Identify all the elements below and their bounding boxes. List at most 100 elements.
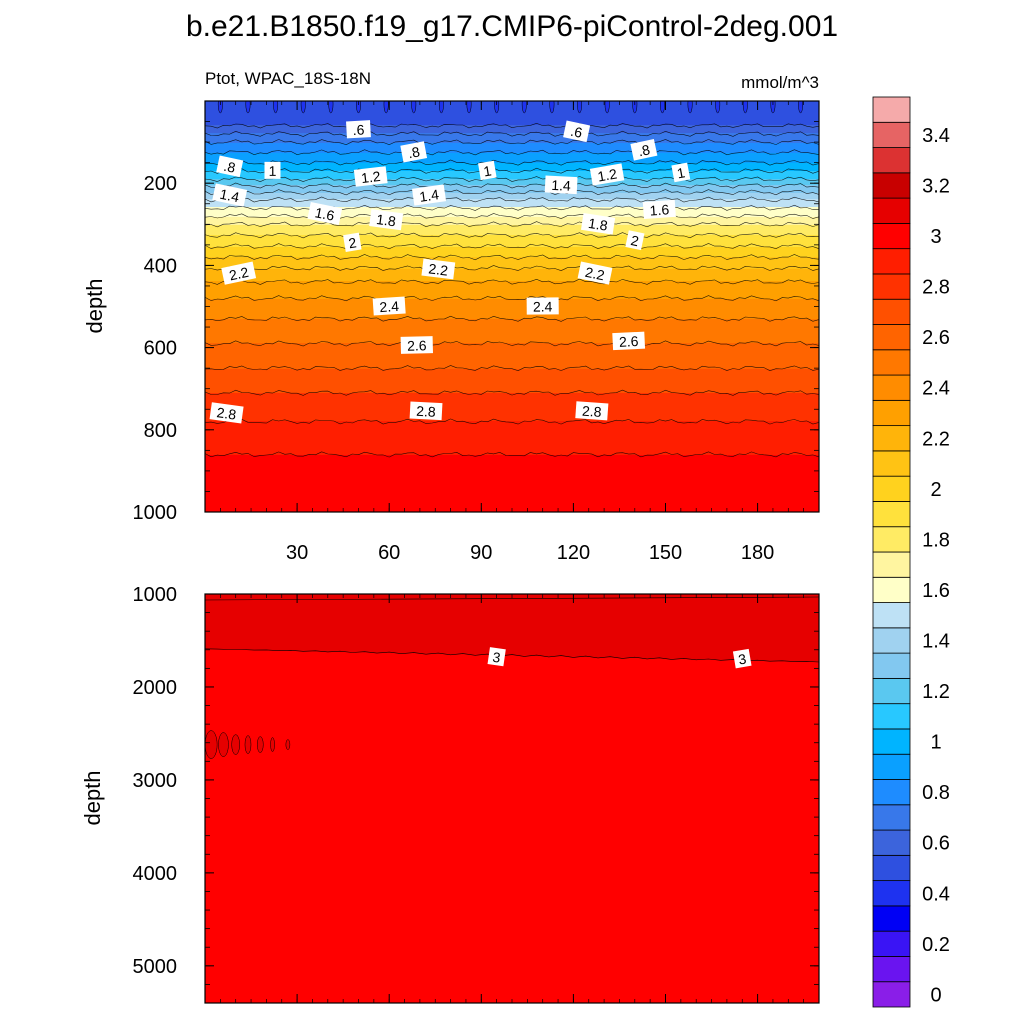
upper-contour-label-text: .6 bbox=[569, 123, 584, 141]
upper-fill-band bbox=[205, 353, 819, 356]
upper-fill-band bbox=[205, 257, 819, 260]
upper-fill-band bbox=[205, 399, 819, 402]
upper-contour-label-text: 1.8 bbox=[375, 211, 397, 229]
upper-fill-band bbox=[205, 203, 819, 206]
upper-contour-label: 2.8 bbox=[409, 401, 443, 421]
upper-fill-band bbox=[205, 333, 819, 336]
upper-surface-dip bbox=[438, 101, 444, 114]
upper-contour-label-text: .8 bbox=[637, 141, 652, 159]
upper-fill-band bbox=[205, 497, 819, 500]
upper-contour-line bbox=[205, 149, 819, 156]
upper-fill-band bbox=[205, 457, 819, 460]
upper-fill-band bbox=[205, 337, 819, 340]
lower-contour-fill bbox=[205, 594, 819, 1003]
upper-fill-band bbox=[205, 285, 819, 288]
upper-surface-dip bbox=[356, 101, 361, 114]
upper-fill-band bbox=[205, 173, 819, 176]
upper-contour-label-box bbox=[221, 261, 257, 285]
colorbar-swatch bbox=[872, 753, 911, 780]
upper-fill-band bbox=[205, 435, 819, 438]
upper-fill-band bbox=[205, 291, 819, 294]
upper-contour-label-text: 1 bbox=[676, 164, 687, 181]
upper-fill-band bbox=[205, 467, 819, 470]
upper-fill-band bbox=[205, 299, 819, 302]
upper-fill-band bbox=[205, 345, 819, 348]
upper-contour-label: 2 bbox=[343, 232, 362, 252]
upper-contour-label: 1.8 bbox=[369, 209, 404, 231]
upper-fill-band bbox=[205, 335, 819, 338]
upper-contour-label-box bbox=[216, 155, 244, 178]
upper-contour-label-box bbox=[526, 297, 559, 315]
colorbar-swatch bbox=[872, 425, 911, 452]
upper-fill-band bbox=[205, 211, 819, 214]
upper-fill-band bbox=[205, 329, 819, 332]
upper-contour-label-text: 1.8 bbox=[587, 215, 609, 234]
colorbar-swatch bbox=[872, 779, 911, 806]
upper-surface-dip bbox=[273, 101, 279, 114]
upper-fill-band bbox=[205, 247, 819, 250]
upper-fill-band bbox=[205, 315, 819, 318]
upper-surface-dip bbox=[466, 101, 472, 114]
upper-fill-band bbox=[205, 253, 819, 256]
upper-fill-band bbox=[205, 495, 819, 498]
colorbar-swatch bbox=[872, 222, 911, 250]
upper-contour-line bbox=[205, 204, 819, 211]
upper-contour-label: 2.2 bbox=[577, 261, 613, 285]
upper-fill-band bbox=[205, 471, 819, 474]
colorbar-swatch bbox=[872, 981, 911, 1008]
upper-ytick-label: 200 bbox=[144, 173, 177, 195]
colorbar: 0 0.2 0.4 0.6 0.8 1 1.2 1.4 1.6 1.8 2 2.2 2.4 2.6 2.8 3… bbox=[872, 96, 950, 1008]
colorbar-swatch bbox=[872, 475, 911, 502]
upper-fill-band bbox=[205, 395, 819, 398]
upper-fill-band bbox=[205, 197, 819, 200]
upper-fill-band bbox=[205, 153, 819, 156]
colorbar-tick-label: 0.8 bbox=[922, 782, 950, 804]
upper-surface-dip bbox=[549, 101, 555, 114]
upper-fill-band bbox=[205, 141, 819, 144]
upper-fill-band bbox=[205, 301, 819, 304]
upper-contour-line bbox=[205, 221, 819, 228]
upper-fill-band bbox=[205, 179, 819, 182]
upper-fill-band bbox=[205, 121, 819, 124]
colorbar-tick-label: 3.2 bbox=[922, 175, 950, 197]
upper-fill-band bbox=[205, 195, 819, 198]
upper-contour-lines bbox=[205, 101, 819, 458]
lower-contour-label: 3 bbox=[732, 648, 752, 669]
upper-fill-band bbox=[205, 119, 819, 122]
upper-fill-band bbox=[205, 305, 819, 308]
upper-fill-band bbox=[205, 481, 819, 484]
upper-surface-dip bbox=[577, 101, 582, 114]
upper-fill-band bbox=[205, 377, 819, 380]
upper-fill-band bbox=[205, 281, 819, 284]
lower-ytick-label: 3000 bbox=[133, 770, 178, 792]
upper-contour-label-box bbox=[589, 163, 625, 186]
colorbar-tick-label: 3 bbox=[930, 226, 941, 248]
upper-fill-band bbox=[205, 369, 819, 372]
upper-contour-label-box bbox=[369, 209, 404, 231]
upper-surface-dip bbox=[217, 101, 223, 114]
upper-fill-band bbox=[205, 453, 819, 456]
upper-fill-band bbox=[205, 125, 819, 128]
upper-fill-band bbox=[205, 235, 819, 238]
upper-fill-band bbox=[205, 411, 819, 414]
upper-contour-label-box bbox=[575, 401, 609, 421]
upper-fill-band bbox=[205, 129, 819, 132]
upper-fill-band bbox=[205, 289, 819, 292]
upper-contour-labels: .6 .6 .8 .8 .8 1 1 1 1.4 1.2 1.4 1.4 1.2 1.6 1.8 1.8 1.6… bbox=[209, 120, 691, 424]
upper-contour-line bbox=[205, 365, 819, 372]
upper-fill-band bbox=[205, 365, 819, 368]
colorbar-swatch bbox=[872, 956, 911, 983]
upper-fill-band bbox=[205, 459, 819, 462]
upper-fill-band bbox=[205, 479, 819, 482]
upper-fill-band bbox=[205, 405, 819, 408]
upper-fill-band bbox=[205, 295, 819, 298]
upper-fill-band bbox=[205, 419, 819, 422]
upper-contour-label-text: 2.4 bbox=[533, 298, 553, 314]
lower-contour-label-text: 3 bbox=[492, 649, 502, 666]
colorbar-swatch bbox=[872, 526, 911, 553]
upper-fill-band bbox=[205, 215, 819, 218]
colorbar-tick-label: 2 bbox=[930, 479, 941, 501]
upper-fill-band bbox=[205, 155, 819, 158]
lower-contour-label-text: 3 bbox=[737, 651, 748, 668]
colorbar-swatch bbox=[872, 652, 911, 679]
